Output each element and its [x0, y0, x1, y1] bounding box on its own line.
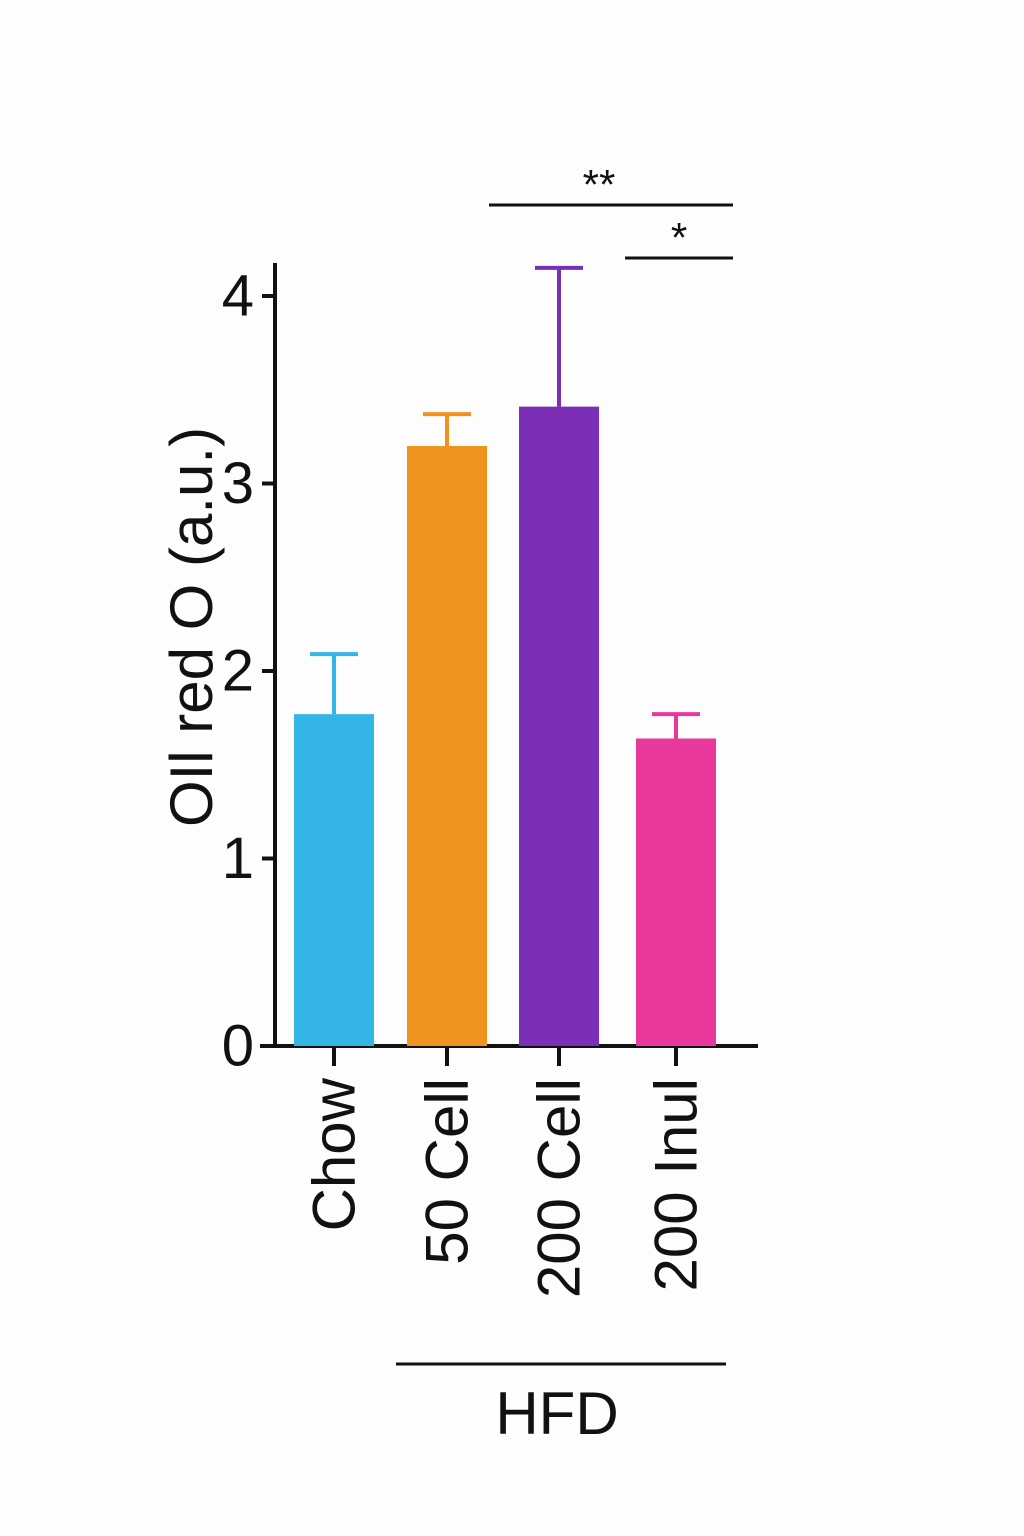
- y-tick-group: 0 1 2 3 4: [222, 264, 275, 1079]
- bar-50-cell: [407, 446, 487, 1046]
- bar-group: [294, 265, 716, 1046]
- x-tick-label-chow: Chow: [301, 1077, 368, 1231]
- significance-group: ***: [489, 161, 733, 261]
- bar-200-cell: [519, 406, 599, 1046]
- x-tick-group: Chow 50 Cell 200 Cell 200 Inul: [301, 1046, 710, 1298]
- y-tick-label-0: 0: [222, 1014, 254, 1079]
- x-tick-label-200-inul: 200 Inul: [643, 1078, 710, 1292]
- y-tick-label-4: 4: [222, 264, 254, 329]
- group-label-hfd: HFD: [495, 1380, 618, 1447]
- y-tick-label-2: 2: [222, 639, 254, 704]
- y-axis-label: OIl red O (a.u.): [158, 427, 225, 827]
- significance-label-1: *: [671, 214, 687, 261]
- significance-label-2: **: [583, 161, 616, 208]
- y-tick-label-3: 3: [222, 451, 254, 516]
- bar-chow: [294, 714, 374, 1046]
- x-tick-label-200-cell: 200 Cell: [526, 1078, 593, 1298]
- y-tick-label-1: 1: [222, 826, 254, 891]
- x-tick-label-50-cell: 50 Cell: [414, 1078, 481, 1265]
- bar-200-inul: [636, 738, 716, 1046]
